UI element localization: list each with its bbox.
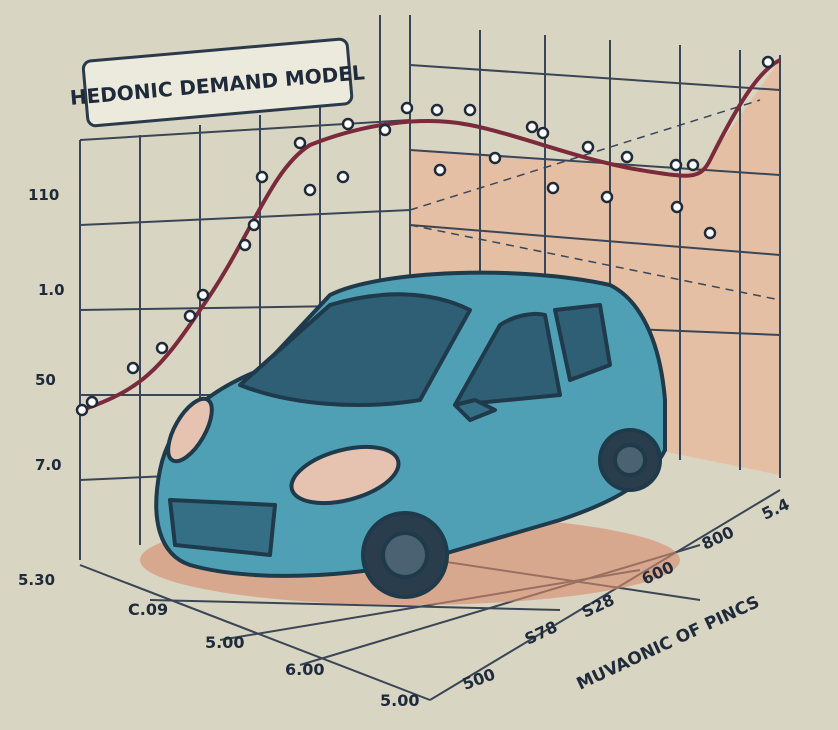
points <box>75 55 775 417</box>
bottom-label: C.09 <box>128 600 168 619</box>
bottom-label: 6.00 <box>285 660 324 679</box>
demand-curve <box>81 58 781 412</box>
left-label: 7.0 <box>35 456 62 474</box>
title-box <box>81 37 354 128</box>
left-label: 110 <box>28 186 59 204</box>
left-label: 50 <box>35 371 56 389</box>
bottom-label: 5.00 <box>380 691 419 710</box>
dashed-line <box>409 99 781 301</box>
bottom-label: 5.00 <box>205 633 244 652</box>
left-label: 1.0 <box>38 281 65 299</box>
car <box>140 270 680 605</box>
left-label: 5.30 <box>18 571 55 589</box>
